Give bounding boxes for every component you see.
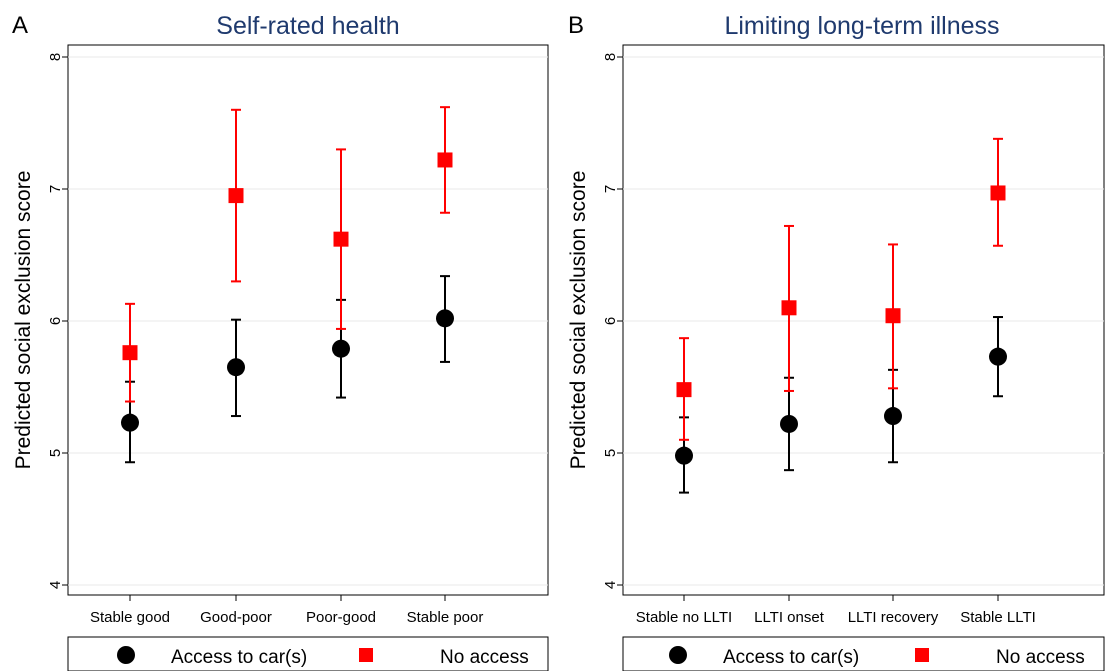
data-point xyxy=(121,413,139,432)
y-tick-label: 5 xyxy=(602,449,619,457)
series-access-to-cars xyxy=(675,316,1007,494)
y-axis-label: Predicted social exclusion score xyxy=(567,171,590,470)
panel-letter: B xyxy=(568,12,584,39)
legend-marker-circle xyxy=(117,646,135,664)
legend-box xyxy=(622,636,1105,671)
data-point xyxy=(780,414,798,433)
data-point xyxy=(675,446,693,465)
chart-panel-2: 4 5 6 7 8 Stable no LLTI LLTI onset LLTI recove… xyxy=(567,12,1105,671)
legend-label: No access xyxy=(996,647,1085,668)
x-tick-label: Stable no LLTI xyxy=(636,609,732,626)
y-tick-label: 6 xyxy=(602,317,619,325)
data-point xyxy=(781,300,797,316)
y-tick-label: 8 xyxy=(47,53,64,61)
plot-area xyxy=(67,44,549,596)
chart-title: Limiting long-term illness xyxy=(724,12,999,40)
series-access-to-cars xyxy=(121,275,454,464)
y-tick-label: 4 xyxy=(47,581,64,589)
legend: Access to car(s) No access xyxy=(67,636,549,671)
legend-marker-circle xyxy=(669,646,687,664)
x-tick-label: Stable good xyxy=(90,609,170,626)
data-point xyxy=(332,339,350,358)
data-point xyxy=(227,358,245,377)
plot-area xyxy=(622,44,1105,596)
panel-letter: A xyxy=(12,12,28,39)
series-no-access xyxy=(122,106,453,403)
data-point xyxy=(676,382,692,398)
series-no-access xyxy=(676,137,1006,441)
x-tick-label: LLTI onset xyxy=(754,609,825,626)
data-point xyxy=(437,152,453,168)
y-tick-label: 5 xyxy=(47,449,64,457)
legend-marker-square xyxy=(915,648,929,662)
y-axis-label: Predicted social exclusion score xyxy=(12,171,35,470)
legend-label: Access to car(s) xyxy=(723,647,859,668)
legend-marker-square xyxy=(359,648,373,662)
x-tick-label: Good-poor xyxy=(200,609,272,626)
data-point xyxy=(333,231,349,247)
data-point xyxy=(989,347,1007,366)
y-tick-label: 6 xyxy=(47,317,64,325)
data-point xyxy=(885,308,901,324)
legend-label: Access to car(s) xyxy=(171,647,307,668)
data-point xyxy=(436,309,454,328)
legend-box xyxy=(67,636,549,671)
data-point xyxy=(990,185,1006,201)
data-point xyxy=(228,188,244,204)
data-point xyxy=(122,345,138,361)
y-tick-label: 7 xyxy=(47,185,64,193)
x-tick-label: Poor-good xyxy=(306,609,376,626)
chart-title: Self-rated health xyxy=(216,12,399,40)
x-tick-label: Stable poor xyxy=(407,609,484,626)
data-point xyxy=(884,407,902,426)
y-tick-label: 4 xyxy=(602,581,619,589)
x-tick-label: LLTI recovery xyxy=(848,609,939,626)
y-tick-label: 8 xyxy=(602,53,619,61)
legend-label: No access xyxy=(440,647,529,668)
legend: Access to car(s) No access xyxy=(622,636,1105,671)
x-tick-label: Stable LLTI xyxy=(960,609,1036,626)
y-tick-label: 7 xyxy=(602,185,619,193)
chart-panel-1: 4 5 6 7 8 Stable good Good-poor Poor-good Stable… xyxy=(12,12,549,671)
